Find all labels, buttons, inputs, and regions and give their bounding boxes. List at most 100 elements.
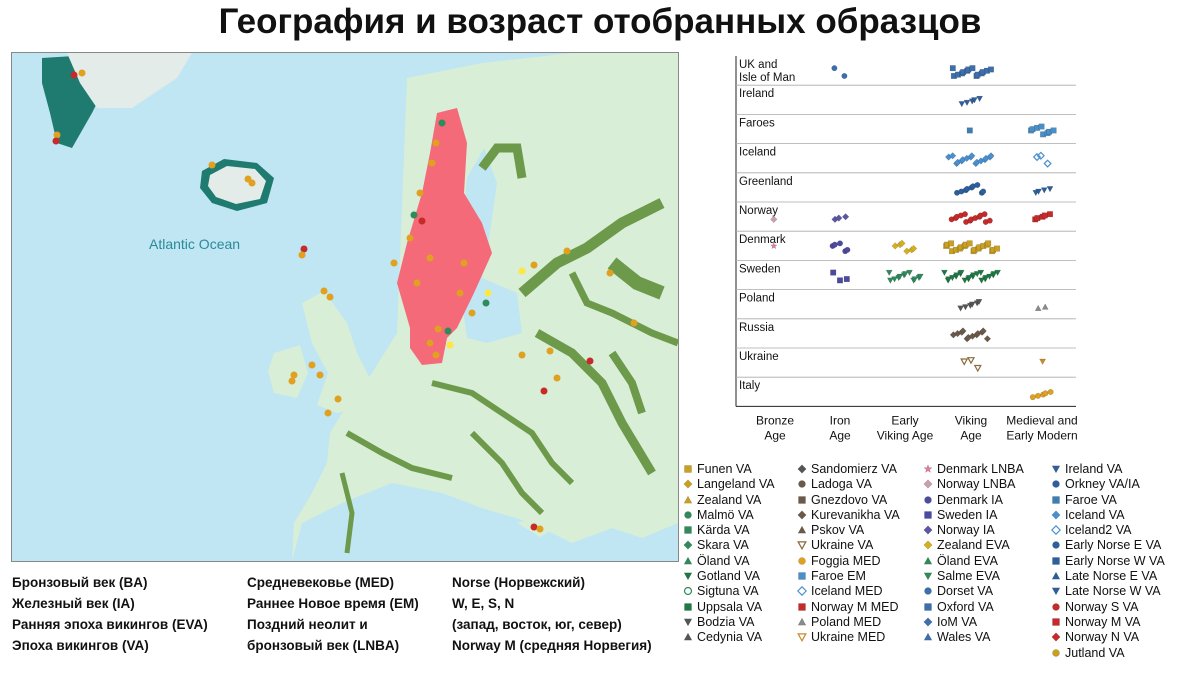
chart-point bbox=[683, 632, 693, 641]
mediterranean-sea bbox=[292, 483, 678, 561]
chart-point bbox=[684, 602, 692, 611]
legend-item: Malmö VA bbox=[683, 508, 775, 523]
row-label: Norway bbox=[739, 205, 778, 217]
chart-point bbox=[1052, 495, 1060, 504]
period-item: W, E, S, N bbox=[452, 596, 515, 611]
point-cluster bbox=[885, 269, 924, 284]
row-label: Ukraine bbox=[739, 351, 779, 363]
chart-point bbox=[973, 364, 982, 373]
chart-point bbox=[1042, 390, 1049, 397]
legend-label: Uppsala VA bbox=[697, 599, 763, 614]
chart-point bbox=[770, 215, 778, 224]
legend-marker bbox=[1052, 541, 1060, 550]
point-cluster bbox=[958, 95, 984, 108]
legend-item: Norway M MED bbox=[797, 600, 900, 615]
chart-point bbox=[966, 357, 976, 365]
legend-item: Kurevanikha VA bbox=[797, 508, 900, 523]
point-cluster bbox=[948, 211, 993, 225]
legend-marker bbox=[684, 511, 692, 519]
britain-land bbox=[302, 291, 372, 413]
chart-point bbox=[1034, 215, 1041, 222]
sample-point bbox=[316, 371, 324, 379]
sample-point bbox=[446, 341, 454, 349]
legend-marker bbox=[796, 586, 808, 597]
chart-point bbox=[837, 240, 843, 247]
point-cluster bbox=[1029, 388, 1054, 401]
sample-point bbox=[248, 179, 256, 187]
chart-point bbox=[901, 271, 909, 278]
chart-point bbox=[1052, 480, 1060, 489]
chart-point bbox=[1047, 388, 1054, 395]
chart-point bbox=[1035, 392, 1041, 399]
group-legend-column: Sandomierz VA Ladoga VA Gnezdovo VA Kurevan… bbox=[796, 462, 900, 646]
sample-point bbox=[438, 119, 446, 127]
chart-point bbox=[1029, 394, 1036, 401]
chart-point bbox=[923, 464, 933, 473]
chart-point bbox=[1040, 131, 1047, 138]
legend-item: Gnezdovo VA bbox=[797, 493, 900, 508]
point-cluster bbox=[770, 215, 778, 224]
chart-point bbox=[830, 269, 837, 276]
legend-item: Faroe EM bbox=[797, 569, 900, 584]
legend-label: Sweden IA bbox=[937, 507, 998, 522]
legend-marker bbox=[1051, 571, 1061, 580]
legend-item: Ukraine MED bbox=[797, 630, 900, 645]
chart-point bbox=[798, 557, 806, 565]
chart-point bbox=[990, 271, 998, 278]
chart-point bbox=[948, 240, 955, 247]
sample-point bbox=[484, 289, 492, 297]
chart-point bbox=[966, 240, 973, 247]
sample-point bbox=[326, 293, 334, 301]
legend-marker bbox=[683, 632, 693, 641]
sample-point bbox=[482, 299, 490, 307]
row-label: Russia bbox=[739, 322, 775, 334]
point-cluster bbox=[1028, 123, 1057, 138]
legend-label: IoM VA bbox=[937, 614, 978, 629]
chart-point bbox=[923, 540, 933, 551]
legend-marker bbox=[1052, 602, 1060, 611]
chart-point bbox=[1050, 127, 1057, 134]
faroe-samples bbox=[298, 245, 308, 259]
chart-point bbox=[683, 540, 693, 551]
chart-point bbox=[1034, 124, 1041, 131]
chart-point bbox=[961, 277, 969, 284]
legend-item: Uppsala VA bbox=[683, 600, 775, 615]
legend-label: Denmark LNBA bbox=[937, 462, 1024, 476]
legend-label: Öland VA bbox=[697, 553, 750, 568]
chart-point bbox=[683, 479, 693, 489]
legend-marker bbox=[1052, 618, 1060, 626]
chart-point bbox=[684, 511, 692, 519]
chart-point bbox=[948, 152, 957, 160]
legend-marker bbox=[1051, 587, 1061, 596]
legend-label: Sigtuna VA bbox=[697, 584, 759, 599]
group-legend: Funen VA Langeland VA Zealand VA Malmö VA Kä… bbox=[683, 462, 1198, 667]
chart-point bbox=[940, 269, 948, 277]
sample-point bbox=[530, 523, 538, 531]
group-legend-column: Ireland VA Orkney VA/IA Faroe VA Iceland VA… bbox=[1050, 462, 1165, 661]
eastern-samples bbox=[518, 247, 638, 395]
chart-point bbox=[970, 272, 977, 279]
sample-point bbox=[546, 347, 554, 355]
legend-item: Foggia MED bbox=[797, 554, 900, 569]
legend-marker bbox=[683, 556, 693, 565]
route-bothnia bbox=[478, 143, 527, 179]
chart-point bbox=[1039, 358, 1047, 366]
sample-point bbox=[518, 351, 526, 359]
chart-point bbox=[684, 465, 692, 473]
chart-point bbox=[896, 273, 904, 281]
chart-point bbox=[923, 617, 933, 627]
chart-point bbox=[970, 97, 978, 104]
period-item: Norse (Норвежский) bbox=[452, 575, 585, 590]
sample-point bbox=[416, 189, 424, 197]
legend-label: Norway S VA bbox=[1065, 599, 1139, 614]
legend-label: Gnezdovo VA bbox=[811, 492, 888, 507]
legend-label: Öland EVA bbox=[937, 553, 998, 568]
point-cluster bbox=[960, 357, 982, 373]
legend-label: Oxford VA bbox=[937, 599, 994, 614]
sample-point bbox=[434, 325, 442, 333]
legend-label: Norway N VA bbox=[1065, 630, 1140, 645]
chart-point bbox=[797, 633, 807, 643]
chart-point bbox=[684, 526, 692, 534]
period-item: Бронзовый век (BA) bbox=[12, 575, 148, 590]
chart-point bbox=[798, 602, 806, 611]
